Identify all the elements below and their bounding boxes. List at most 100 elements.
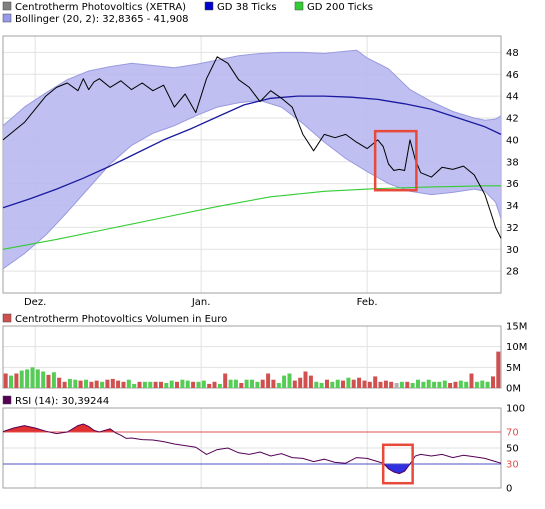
rsi-line [2, 423, 502, 475]
volume-bar [233, 379, 238, 388]
volume-bar [228, 379, 233, 388]
volume-bar [78, 380, 83, 388]
volume-bar [437, 381, 442, 388]
price-x-ticks: Dez. Jan. Feb. [24, 297, 378, 308]
volume-bar [287, 373, 292, 388]
volume-bar [100, 381, 105, 388]
volume-bar [14, 373, 19, 388]
volume-bar [389, 381, 394, 388]
volume-bar [399, 381, 404, 388]
volume-bar [367, 381, 372, 388]
volume-y-tick-label: 5M [506, 363, 521, 374]
price-y-tick-label: 38 [506, 157, 519, 168]
volume-bar [378, 381, 383, 388]
volume-bar [84, 379, 88, 388]
volume-bar [260, 379, 265, 388]
volume-bar [169, 380, 174, 388]
volume-bar [62, 381, 67, 388]
volume-bar [442, 380, 447, 388]
volume-bar [491, 376, 495, 388]
volume-bar [480, 380, 485, 388]
legend-label-gd200: GD 200 Ticks [307, 2, 373, 13]
volume-bar [362, 380, 367, 388]
volume-bar [57, 377, 62, 388]
volume-bar [148, 381, 153, 388]
price-x-tick-label: Jan. [191, 297, 211, 308]
volume-bar [432, 381, 437, 388]
price-series [2, 49, 502, 270]
gd200-line [2, 185, 501, 250]
rsi-y-tick-label: 0 [506, 484, 512, 495]
volume-bar [3, 373, 8, 388]
volume-bar [421, 381, 426, 388]
legend-swatch-gd38 [204, 1, 214, 11]
volume-bar [271, 379, 276, 388]
rsi-overbought-fill [3, 424, 115, 432]
price-y-tick-label: 30 [506, 245, 519, 256]
rsi-highlight-box [381, 443, 414, 485]
legend-label-volume: Centrotherm Photovoltics Volumen in Euro [15, 314, 227, 325]
volume-bar [217, 383, 222, 388]
volume-bar [448, 383, 453, 388]
volume-bar [276, 383, 281, 388]
volume-bar [201, 380, 206, 388]
volume-bar [196, 381, 201, 388]
legend-swatch-price [2, 1, 12, 11]
volume-bar [416, 379, 420, 388]
price-y-tick-label: 28 [506, 267, 519, 278]
volume-bar [94, 380, 99, 388]
volume-bar [319, 383, 324, 388]
volume-bar [383, 380, 388, 388]
rsi-panel: RSI (14): 30,39244 0 30 50 70 100 [2, 395, 525, 495]
volume-bar [346, 377, 351, 388]
volume-bar [73, 379, 78, 388]
volume-bar [223, 373, 228, 388]
volume-y-ticks: 0M 5M 10M 15M [506, 322, 527, 395]
volume-bar [282, 375, 287, 388]
volume-bar [132, 383, 137, 388]
volume-bar [308, 375, 313, 388]
legend-label-price: Centrotherm Photovoltics (XETRA) [15, 2, 186, 13]
price-highlight-box [373, 129, 418, 192]
price-panel: 28 30 32 34 36 38 40 42 44 46 48 Dez. Jan. Feb. [2, 35, 519, 308]
price-y-tick-label: 48 [506, 48, 519, 59]
volume-bar [351, 379, 356, 388]
volume-bar [469, 373, 474, 388]
volume-bars [3, 351, 501, 388]
legend-swatch-gd200 [294, 1, 304, 11]
price-x-tick-label: Feb. [357, 297, 378, 308]
legend-label-rsi: RSI (14): 30,39244 [15, 396, 109, 407]
price-y-tick-label: 44 [506, 92, 519, 103]
price-y-tick-label: 36 [506, 179, 519, 190]
volume-bar [51, 372, 56, 388]
volume-plot-frame [2, 325, 502, 389]
volume-bar [137, 381, 142, 388]
volume-bar [142, 381, 147, 388]
price-legend: Centrotherm Photovoltics (XETRA) GD 38 T… [2, 1, 373, 25]
gd38-line [2, 95, 502, 209]
volume-bar [314, 381, 319, 388]
volume-bar [266, 373, 271, 388]
rsi-grid [3, 407, 501, 489]
bollinger-lower-line [2, 100, 502, 270]
volume-bar [325, 379, 329, 388]
volume-bar [9, 375, 13, 388]
rsi-series [2, 423, 502, 485]
volume-bar [67, 378, 72, 388]
volume-bar [239, 383, 244, 388]
legend-swatch-volume [2, 313, 12, 323]
price-y-tick-label: 34 [506, 201, 519, 212]
volume-bar [292, 380, 297, 388]
volume-bar [25, 369, 30, 388]
volume-bar [159, 381, 163, 388]
legend-label-bollinger: Bollinger (20, 2): 32,8365 - 41,908 [15, 14, 189, 25]
volume-bar [496, 351, 501, 388]
price-y-ticks: 28 30 32 34 36 38 40 42 44 46 48 [506, 48, 519, 278]
volume-bar [298, 377, 303, 388]
volume-bar [335, 379, 340, 388]
volume-bar [255, 381, 260, 388]
legend-swatch-bollinger [2, 13, 12, 23]
rsi-y-tick-label: 70 [506, 428, 519, 439]
volume-bar [41, 371, 46, 388]
